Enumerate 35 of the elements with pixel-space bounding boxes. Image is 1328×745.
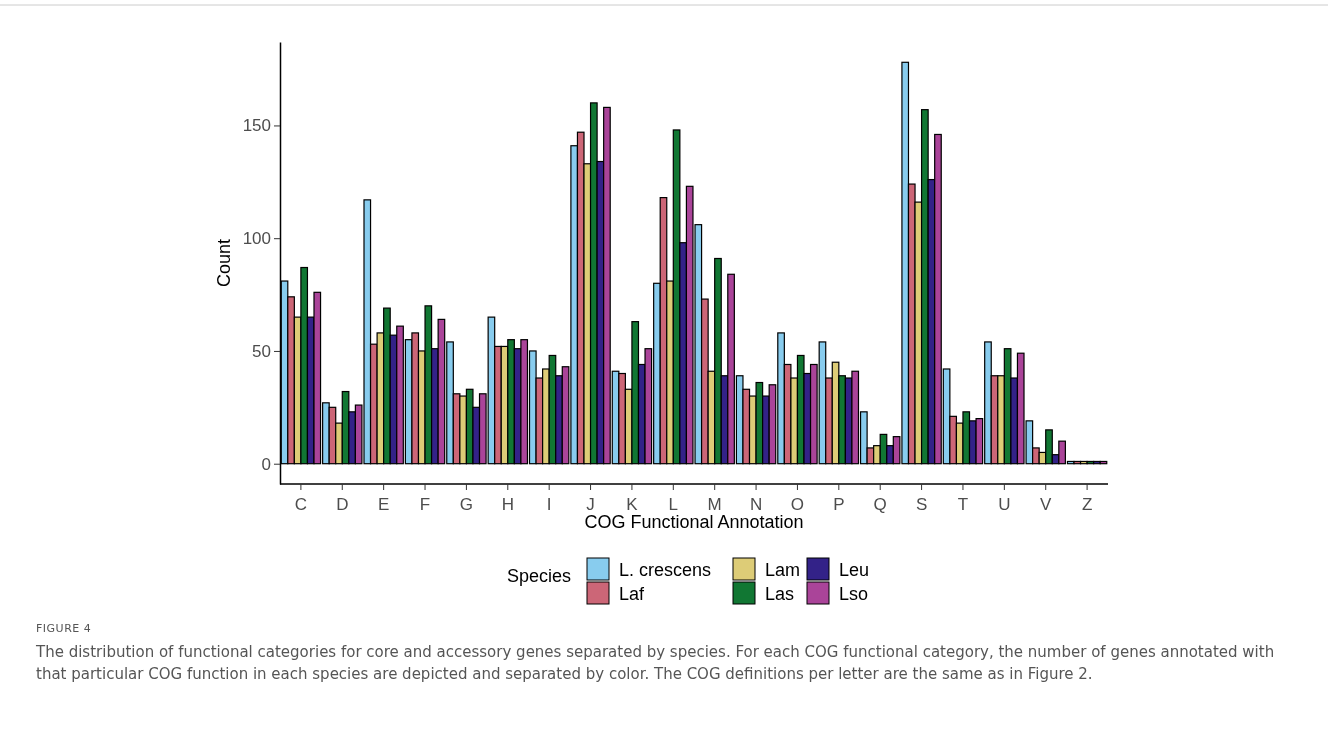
x-tick-label: H	[501, 495, 514, 514]
x-tick-label: S	[915, 495, 928, 514]
x-tick-label: T	[957, 495, 969, 514]
x-tick-label: O	[790, 495, 805, 514]
x-tick-label: L	[668, 495, 679, 514]
x-tick-label: Q	[873, 495, 887, 514]
legend-title: Species	[507, 566, 572, 586]
x-tick-label: M	[707, 495, 722, 514]
x-tick-label: N	[749, 495, 763, 514]
x-tick-label: U	[998, 495, 1011, 514]
y-tick-label: 100	[242, 229, 271, 249]
x-tick-label: E	[377, 495, 390, 514]
x-tick-label: F	[419, 495, 431, 514]
x-tick-label: G	[459, 495, 474, 514]
text: The distribution of functional categories for core and accessory genes separated by species. For each COG functional category, the number of genes annotated with that particular COG function in each species are depicted and separated by color. The COG definitions per letter are the same as in Figure 2.	[36, 642, 1276, 685]
x-tick-label: K	[626, 495, 639, 514]
legend-label: Leu	[839, 560, 870, 580]
x-tick-label: I	[546, 495, 552, 514]
legend-label: Lso	[839, 584, 869, 604]
y-tick-label: 50	[252, 341, 271, 361]
x-tick-label: C	[294, 495, 308, 514]
x-tick-label: J	[586, 495, 595, 514]
x-tick-label: V	[1040, 495, 1053, 514]
legend-label: L. crescens	[619, 560, 712, 580]
x-tick-label: P	[833, 495, 845, 514]
y-axis-title: Count	[214, 238, 234, 288]
x-tick-label: Z	[1081, 495, 1093, 514]
legend-label: Las	[765, 584, 795, 604]
y-tick-label: 150	[242, 116, 271, 136]
y-tick-label: 0	[261, 454, 271, 474]
legend-label: Lam	[765, 560, 801, 580]
x-axis-title: COG Functional Annotation	[584, 512, 804, 532]
legend-label: Laf	[619, 584, 646, 604]
caption: FIGURE 4	[36, 622, 93, 635]
x-tick-label: D	[336, 495, 349, 514]
